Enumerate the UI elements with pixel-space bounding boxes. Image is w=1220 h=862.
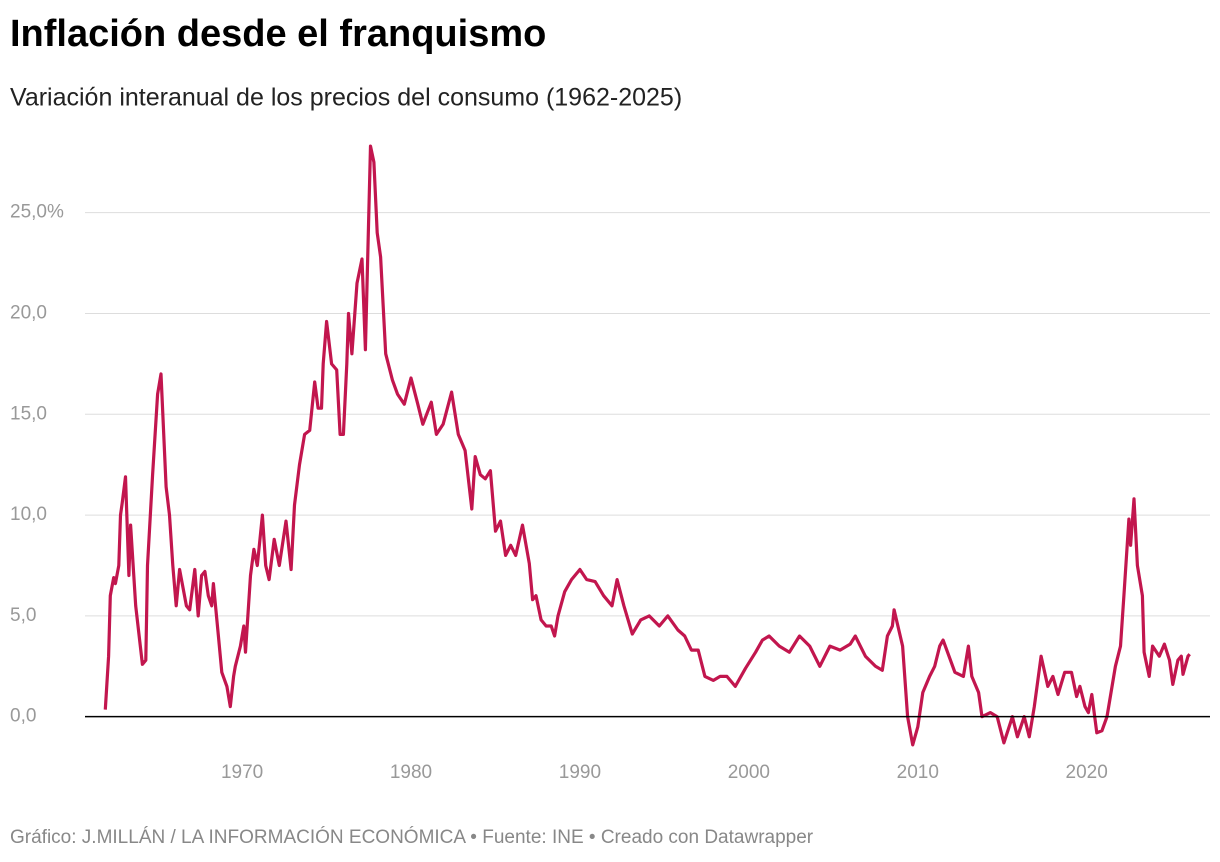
x-tick-label: 1990 — [559, 762, 601, 783]
footer: Gráfico: J.MILLÁN / LA INFORMACIÓN ECONÓ… — [10, 826, 814, 848]
y-tick-label: 5,0 — [10, 605, 36, 626]
x-tick-label: 1980 — [390, 762, 432, 783]
y-tick-label: 0,0 — [10, 706, 36, 727]
chart-subtitle: Variación interanual de los precios del … — [10, 84, 682, 112]
x-tick-label: 1970 — [221, 762, 263, 783]
y-tick-label: 10,0 — [10, 504, 47, 525]
chart-title: Inflación desde el franquismo — [10, 13, 546, 55]
x-tick-label: 2010 — [897, 762, 939, 783]
y-tick-label: 20,0 — [10, 302, 47, 323]
data-line — [103, 144, 1191, 747]
y-tick-label: 25,0% — [10, 202, 64, 223]
y-tick-label: 15,0 — [10, 403, 47, 424]
x-tick-label: 2000 — [728, 762, 770, 783]
x-tick-label: 2020 — [1066, 762, 1108, 783]
